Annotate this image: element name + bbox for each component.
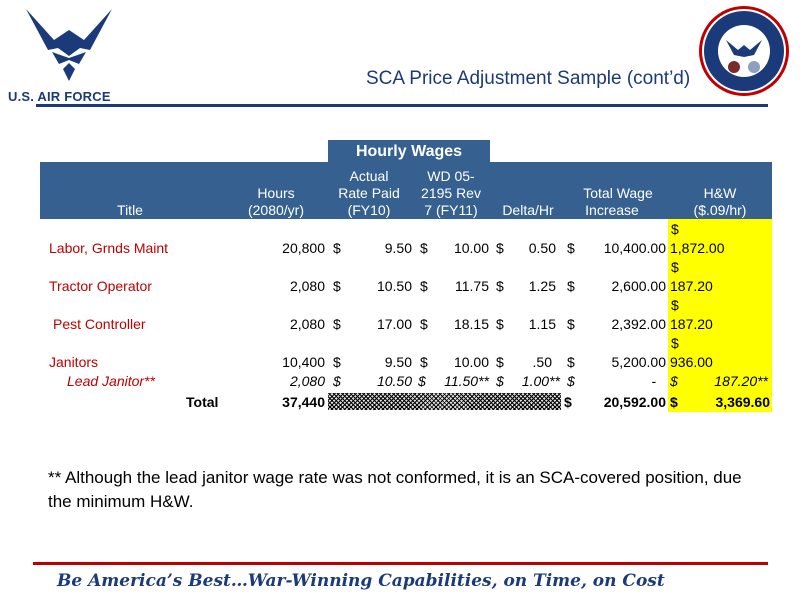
- currency-symbol: $: [333, 240, 341, 256]
- footer-slogan: Be America’s Best…War-Winning Capabiliti…: [57, 571, 665, 591]
- currency-symbol: $: [333, 373, 341, 389]
- currency-symbol: $: [333, 278, 341, 294]
- total-hw: 3,369.60: [715, 394, 771, 410]
- row-delta: 1.25: [528, 278, 556, 294]
- row-hw: 936.00: [670, 354, 713, 370]
- currency-symbol: $: [671, 221, 679, 237]
- currency-symbol: $: [670, 394, 678, 410]
- row-wd: 18.15: [453, 316, 489, 332]
- row-hw: 187.20**: [714, 373, 768, 389]
- currency-symbol: $: [670, 373, 678, 389]
- hourly-wages-group-header: Hourly Wages: [328, 140, 490, 162]
- row-wd: 10.00: [453, 354, 489, 370]
- currency-symbol: $: [671, 297, 679, 313]
- saf-aqc-seal-icon: [699, 6, 789, 96]
- total-wage-increase: 20,592.00: [603, 394, 666, 410]
- currency-symbol: $: [420, 278, 428, 294]
- row-hours: 20,800: [282, 240, 325, 256]
- currency-symbol: $: [496, 278, 504, 294]
- row-delta: .50: [532, 354, 552, 370]
- row-title: Janitors: [49, 354, 99, 370]
- title-divider: [36, 104, 768, 107]
- col-hours-line2: (2080/yr): [247, 202, 305, 218]
- row-total: 2,600.00: [611, 278, 667, 294]
- currency-symbol: $: [496, 316, 504, 332]
- currency-symbol: $: [420, 316, 428, 332]
- total-label: Total: [186, 394, 219, 410]
- col-total-line1: Total Wage: [583, 185, 653, 201]
- currency-symbol: $: [567, 278, 575, 294]
- col-hw-line1: H&W: [703, 185, 737, 201]
- row-actual: 10.50: [376, 278, 412, 294]
- slide-title: SCA Price Adjustment Sample (cont’d): [366, 68, 691, 89]
- currency-symbol: $: [671, 259, 679, 275]
- currency-symbol: $: [496, 373, 504, 389]
- hw-column-highlight: [668, 219, 772, 412]
- currency-symbol: $: [333, 316, 341, 332]
- currency-symbol: $: [420, 240, 428, 256]
- col-wd-line2: 2195 Rev: [421, 185, 481, 201]
- row-wd: 11.75: [455, 278, 489, 294]
- row-actual: 9.50: [384, 354, 412, 370]
- col-title: Title: [117, 202, 143, 218]
- currency-symbol: $: [567, 240, 575, 256]
- currency-symbol: $: [567, 373, 575, 389]
- row-delta: 1.15: [528, 316, 556, 332]
- footnote: ** Although the lead janitor wage rate w…: [48, 468, 742, 511]
- row-delta: 0.50: [528, 240, 556, 256]
- col-wd-line1: WD 05-: [427, 168, 475, 184]
- currency-symbol: $: [333, 354, 341, 370]
- usaf-wings-icon: [26, 9, 112, 81]
- row-hours: 2,080: [289, 278, 325, 294]
- row-total: 2,392.00: [611, 316, 667, 332]
- row-delta: 1.00**: [521, 373, 560, 389]
- col-total-line2: Increase: [585, 202, 639, 218]
- currency-symbol: $: [496, 240, 504, 256]
- total-row-hatched-cells: [328, 393, 561, 410]
- row-total: 5,200.00: [611, 354, 667, 370]
- row-title: Pest Controller: [53, 316, 146, 332]
- row-hours: 2,080: [289, 316, 325, 332]
- row-hw: 1,872.00: [670, 240, 725, 256]
- currency-symbol: $: [420, 354, 428, 370]
- currency-symbol: $: [567, 316, 575, 332]
- currency-symbol: $: [567, 354, 575, 370]
- row-hours: 10,400: [282, 354, 325, 370]
- col-hours-line1: Hours: [257, 185, 295, 201]
- col-delta: Delta/Hr: [502, 202, 554, 218]
- col-actual-line2: Rate Paid: [338, 185, 400, 201]
- row-actual: 9.50: [384, 240, 412, 256]
- table-header: Title Hours (2080/yr) Actual Rate Paid (…: [40, 162, 772, 219]
- row-actual: 17.00: [376, 316, 412, 332]
- row-wd: 11.50**: [444, 373, 489, 389]
- currency-symbol: $: [564, 394, 572, 410]
- usaf-logo: U.S. AIR FORCE: [8, 6, 130, 104]
- usaf-brand-text: U.S. AIR FORCE: [8, 89, 111, 104]
- total-hours: 37,440: [282, 394, 325, 410]
- row-title: Lead Janitor**: [67, 373, 155, 389]
- col-actual-line3: (FY10): [347, 202, 391, 218]
- col-hw-line2: ($.09/hr): [693, 202, 747, 218]
- col-wd-line3: 7 (FY11): [424, 202, 478, 218]
- row-hw: 187.20: [670, 278, 713, 294]
- row-hours: 2,080: [289, 373, 325, 389]
- row-title: Tractor Operator: [49, 278, 152, 294]
- row-hw: 187.20: [670, 316, 713, 332]
- footer-divider: [33, 562, 768, 565]
- row-title: Labor, Grnds Maint: [49, 240, 169, 256]
- currency-symbol: $: [496, 354, 504, 370]
- row-total: -: [651, 373, 656, 389]
- row-wd: 10.00: [453, 240, 489, 256]
- col-actual-line1: Actual: [349, 168, 389, 184]
- row-total: 10,400.00: [603, 240, 666, 256]
- currency-symbol: $: [418, 373, 426, 389]
- currency-symbol: $: [671, 335, 679, 351]
- row-actual: 10.50: [376, 373, 412, 389]
